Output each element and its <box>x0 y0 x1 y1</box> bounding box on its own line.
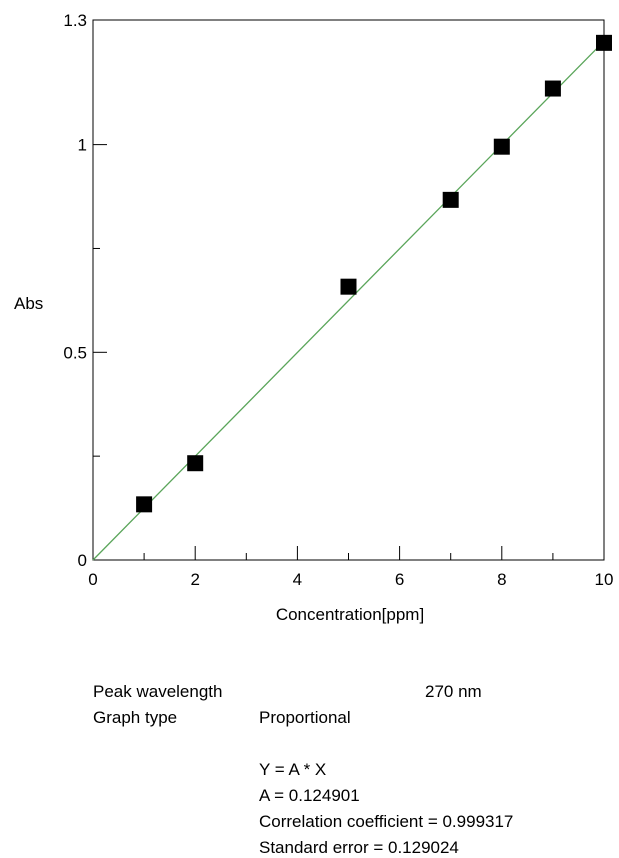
x-axis-ticks: 0 2 4 6 8 10 <box>88 546 613 589</box>
y-tick-label: 1 <box>78 136 87 155</box>
correlation-coefficient: Correlation coefficient = 0.999317 <box>259 812 514 831</box>
peak-wavelength-value: 270 nm <box>425 682 482 701</box>
y-axis-label: Abs <box>14 294 43 313</box>
data-point <box>596 34 612 51</box>
data-point <box>136 496 153 513</box>
graph-type-value: Proportional <box>259 708 351 727</box>
data-point <box>442 191 459 208</box>
graph-type-label: Graph type <box>93 708 178 727</box>
x-tick-label: 4 <box>293 570 302 589</box>
data-points <box>136 34 612 513</box>
calibration-chart: 0 2 4 6 8 10 0 0.5 1 1.3 Abs Concentration[ppm] <box>14 11 613 624</box>
x-axis-label: Concentration[ppm] <box>276 605 424 624</box>
y-tick-label: 1.3 <box>63 11 87 30</box>
data-point <box>187 455 204 472</box>
data-point <box>544 80 561 97</box>
regression-line <box>92 40 605 561</box>
y-axis-ticks: 0 0.5 1 1.3 <box>63 11 107 570</box>
x-tick-label: 2 <box>190 570 199 589</box>
data-point <box>340 278 357 295</box>
y-tick-label: 0.5 <box>63 343 87 362</box>
y-tick-label: 0 <box>78 551 87 570</box>
x-tick-label: 10 <box>595 570 614 589</box>
regression-equation: Y = A * X <box>259 760 327 779</box>
standard-error: Standard error = 0.129024 <box>259 838 459 857</box>
x-tick-label: 8 <box>497 570 506 589</box>
x-tick-label: 6 <box>395 570 404 589</box>
data-point <box>493 138 510 155</box>
x-tick-label: 0 <box>88 570 97 589</box>
peak-wavelength-label: Peak wavelength <box>93 682 223 701</box>
coefficient-a: A = 0.124901 <box>259 786 360 805</box>
